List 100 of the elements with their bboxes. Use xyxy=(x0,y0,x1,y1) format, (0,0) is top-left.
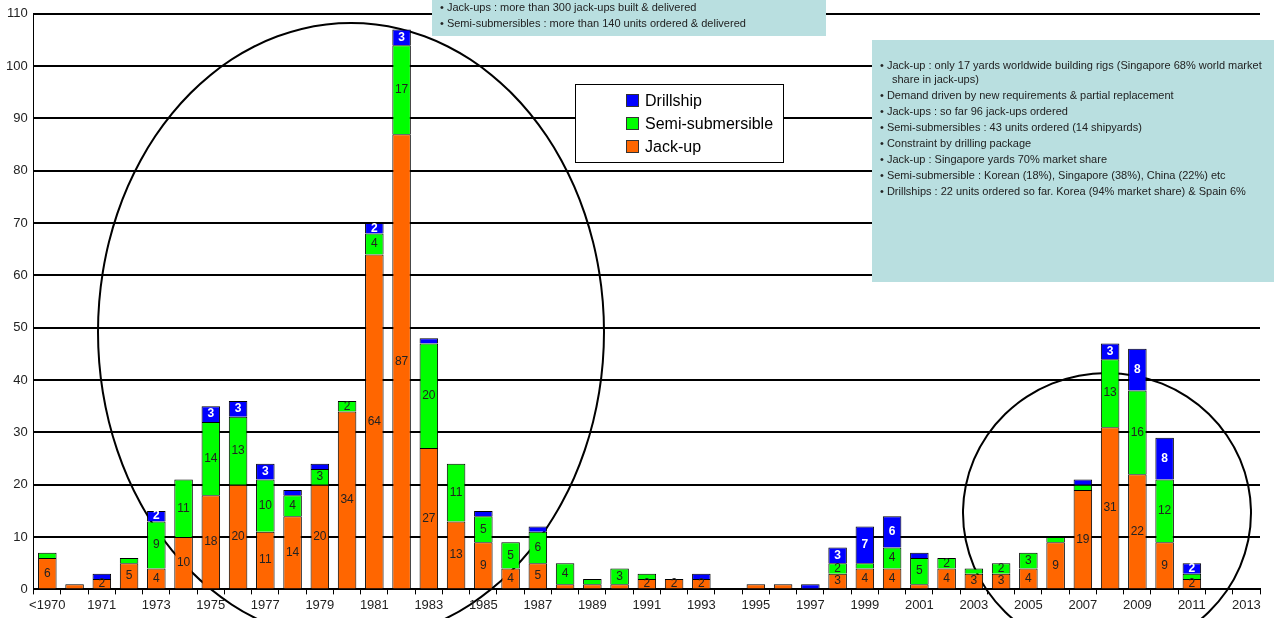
x-tick-label: 1995 xyxy=(741,596,771,612)
y-tick-label: 80 xyxy=(13,162,28,178)
x-tick-label: 1975 xyxy=(196,596,226,612)
data-label: 20 xyxy=(313,528,327,543)
x-tick-label: 1999 xyxy=(850,596,880,612)
data-label: 64 xyxy=(367,413,382,428)
data-label: 4 xyxy=(152,570,160,585)
data-label: 3 xyxy=(997,573,1005,588)
data-label: 6 xyxy=(888,524,896,539)
x-tick-label: 2001 xyxy=(904,596,934,612)
x-tick-label: 2009 xyxy=(1122,596,1152,612)
y-tick-label: 0 xyxy=(20,580,28,596)
x-tick-label: 1973 xyxy=(141,596,171,612)
data-label: 9 xyxy=(1161,557,1169,572)
data-label: 4 xyxy=(861,570,869,585)
data-label: 9 xyxy=(479,557,487,572)
data-label: 8 xyxy=(1161,450,1169,465)
annotation: • Semi-submersibles : 43 units ordered (14 shipyards) xyxy=(880,120,1143,134)
annotation: • Constraint by drilling package xyxy=(880,136,1033,150)
annotation: • Jack-up : Singapore yards 70% market share xyxy=(880,152,1108,166)
data-label: 7 xyxy=(861,537,869,552)
legend-label: Semi-submersible xyxy=(645,114,774,133)
data-label: 3 xyxy=(616,568,624,583)
data-label: 27 xyxy=(422,510,436,525)
data-label: 14 xyxy=(204,450,218,465)
x-tick-label: <1970 xyxy=(29,596,66,612)
data-label: 19 xyxy=(1076,531,1090,546)
data-label: 2 xyxy=(370,220,378,235)
x-tick-label: 1993 xyxy=(686,596,716,612)
y-tick-label: 20 xyxy=(13,476,28,492)
data-label: 2 xyxy=(670,575,678,590)
data-label: 11 xyxy=(449,484,463,499)
data-label: 4 xyxy=(888,570,896,585)
data-label: 22 xyxy=(1130,523,1145,538)
data-label: 14 xyxy=(285,544,300,559)
data-label: 2 xyxy=(98,575,106,590)
data-label: 4 xyxy=(289,497,297,512)
data-label: 17 xyxy=(394,81,409,96)
y-tick-label: 40 xyxy=(13,371,28,387)
data-label: 3 xyxy=(398,29,406,44)
data-label: 3 xyxy=(316,469,324,484)
legend-label: Drillship xyxy=(645,91,702,110)
data-label: 20 xyxy=(422,388,436,403)
data-label: 3 xyxy=(1025,552,1033,567)
data-label: 6 xyxy=(43,565,51,580)
data-label: 13 xyxy=(449,547,464,562)
y-tick-label: 90 xyxy=(13,110,28,126)
text-box: • Jack-ups : more than 300 jack-ups built & delivered • Semi-submersibles : more than 140 units ordered & delivered xyxy=(432,0,826,36)
data-label: 18 xyxy=(204,534,218,549)
data-label: 13 xyxy=(1103,385,1118,400)
x-tick-label: 1985 xyxy=(468,596,498,612)
x-tick-label: 2013 xyxy=(1231,596,1261,612)
data-label: 5 xyxy=(125,568,133,583)
data-label: 11 xyxy=(259,552,272,567)
x-tick-label: 2005 xyxy=(1013,596,1043,612)
data-label: 87 xyxy=(394,353,409,368)
data-label: 3 xyxy=(834,547,842,562)
y-tick-label: 10 xyxy=(13,528,28,544)
data-label: 4 xyxy=(561,566,569,581)
data-label: 3 xyxy=(970,573,978,588)
data-label: 5 xyxy=(507,547,515,562)
data-label: 12 xyxy=(1157,503,1172,518)
data-label: 9 xyxy=(1052,557,1060,572)
x-tick-label: 2003 xyxy=(959,596,989,612)
data-label: 3 xyxy=(261,463,269,478)
data-label: 2 xyxy=(643,575,651,590)
y-tick-label: 60 xyxy=(13,267,28,283)
data-label: 4 xyxy=(1025,570,1033,585)
x-tick-label: 1989 xyxy=(577,596,607,612)
data-label: 2 xyxy=(1188,560,1196,575)
data-label: 3 xyxy=(234,401,242,416)
annotation: • Jack-ups : so far 96 jack-ups ordered xyxy=(880,104,1069,118)
data-label: 4 xyxy=(888,550,896,565)
data-label: 13 xyxy=(231,443,246,458)
data-label: 2 xyxy=(997,560,1005,575)
annotation: • Semi-submersibles : more than 140 units ordered & delivered xyxy=(440,16,747,30)
y-tick-label: 50 xyxy=(13,319,28,335)
x-tick-label: 2011 xyxy=(1177,596,1206,612)
x-tick-label: 1991 xyxy=(632,596,662,612)
x-tick-label: 1971 xyxy=(87,596,117,612)
data-label: 3 xyxy=(1106,343,1114,358)
x-tick-label: 1977 xyxy=(250,596,280,612)
data-label: 2 xyxy=(698,575,705,590)
data-label: 4 xyxy=(507,570,515,585)
data-label: 4 xyxy=(370,236,378,251)
data-label: 8 xyxy=(1134,361,1142,376)
data-label: 5 xyxy=(916,563,924,578)
data-label: 6 xyxy=(534,539,542,554)
annotation: • Demand driven by new requirements & partial replacement xyxy=(880,88,1175,102)
data-label: 3 xyxy=(834,573,842,588)
x-tick-label: 1979 xyxy=(305,596,335,612)
legend-label: Jack-up xyxy=(645,137,702,156)
x-tick-label: 1981 xyxy=(359,596,389,612)
data-label: 5 xyxy=(534,568,542,583)
data-label: 31 xyxy=(1103,500,1118,515)
data-label: 2 xyxy=(343,398,351,413)
annotation: • Jack-up : only 17 yards worldwide building rigs (Singapore 68% world market share in jack-ups) xyxy=(880,58,1263,86)
y-tick-label: 110 xyxy=(6,5,28,21)
data-label: 5 xyxy=(479,521,487,536)
data-label: 34 xyxy=(340,492,355,507)
